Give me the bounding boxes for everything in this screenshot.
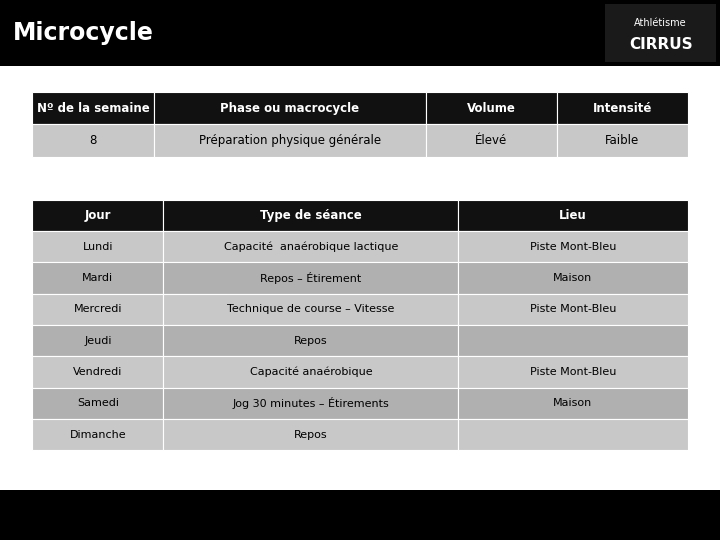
Bar	[153, 124, 426, 157]
Bar	[32, 356, 163, 388]
Bar	[163, 294, 458, 325]
Bar	[32, 200, 163, 231]
Bar	[32, 325, 163, 356]
Text: Intensité: Intensité	[593, 102, 652, 114]
Text: Nº de la semaine: Nº de la semaine	[37, 102, 149, 114]
Text: Capacité  anaérobique lactique: Capacité anaérobique lactique	[224, 241, 398, 252]
Text: Repos: Repos	[294, 430, 328, 440]
Bar	[458, 231, 688, 262]
Text: Mercredi: Mercredi	[73, 305, 122, 314]
Text: Lieu: Lieu	[559, 209, 587, 222]
Text: Jour: Jour	[85, 209, 111, 222]
Text: Maison: Maison	[553, 399, 593, 408]
Bar	[557, 92, 688, 124]
Bar	[32, 388, 163, 419]
Bar	[32, 231, 163, 262]
Bar	[426, 124, 557, 157]
Bar	[32, 124, 153, 157]
Text: Piste Mont-Bleu: Piste Mont-Bleu	[530, 242, 616, 252]
Bar	[163, 200, 458, 231]
Bar	[605, 4, 716, 62]
Bar	[458, 294, 688, 325]
Bar	[163, 356, 458, 388]
Text: Technique de course – Vitesse: Technique de course – Vitesse	[228, 305, 395, 314]
Bar	[32, 262, 163, 294]
Text: Maison: Maison	[553, 273, 593, 283]
Text: Piste Mont-Bleu: Piste Mont-Bleu	[530, 367, 616, 377]
Text: Repos: Repos	[294, 336, 328, 346]
Text: Volume: Volume	[467, 102, 516, 114]
Bar	[163, 388, 458, 419]
Text: Mardi: Mardi	[82, 273, 114, 283]
Text: Préparation physique générale: Préparation physique générale	[199, 134, 381, 147]
Bar	[163, 419, 458, 450]
Text: Samedi: Samedi	[77, 399, 119, 408]
Bar	[32, 419, 163, 450]
Text: Athlétisme: Athlétisme	[634, 18, 687, 28]
Text: Dimanche: Dimanche	[70, 430, 126, 440]
Text: CIRRUS: CIRRUS	[629, 37, 693, 52]
Bar	[458, 325, 688, 356]
Bar	[426, 92, 557, 124]
Bar	[458, 200, 688, 231]
Bar	[32, 92, 153, 124]
Bar	[557, 124, 688, 157]
Text: Repos – Étirement: Repos – Étirement	[260, 272, 361, 284]
Bar	[0, 0, 720, 66]
Text: Piste Mont-Bleu: Piste Mont-Bleu	[530, 305, 616, 314]
Text: Jog 30 minutes – Étirements: Jog 30 minutes – Étirements	[233, 397, 390, 409]
Bar	[458, 388, 688, 419]
Bar	[458, 262, 688, 294]
Text: Élevé: Élevé	[475, 134, 507, 147]
Bar	[163, 231, 458, 262]
Text: Jeudi: Jeudi	[84, 336, 112, 346]
Text: Capacité anaérobique: Capacité anaérobique	[250, 367, 372, 377]
Text: Phase ou macrocycle: Phase ou macrocycle	[220, 102, 359, 114]
Bar	[163, 325, 458, 356]
Text: Microcycle: Microcycle	[13, 21, 154, 45]
Bar	[32, 294, 163, 325]
Bar	[458, 356, 688, 388]
Text: Vendredi: Vendredi	[73, 367, 122, 377]
Bar	[0, 490, 720, 540]
Text: Type de séance: Type de séance	[260, 209, 361, 222]
Bar	[163, 262, 458, 294]
Bar	[458, 419, 688, 450]
Bar	[153, 92, 426, 124]
Text: Lundi: Lundi	[83, 242, 113, 252]
Text: 8: 8	[89, 134, 96, 147]
Text: Faible: Faible	[605, 134, 639, 147]
